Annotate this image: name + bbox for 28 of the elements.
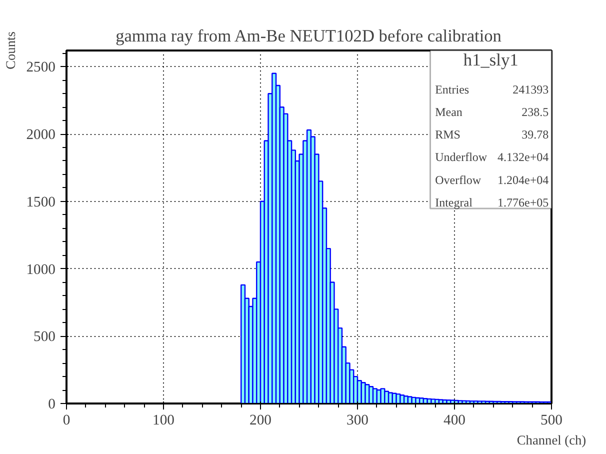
x-tick-label: 300 [346,412,368,428]
annotation: RMS [435,128,460,142]
annotation: 241393 [512,82,549,96]
y-tick-label: 1000 [26,262,56,278]
x-tick-label: 0 [62,412,70,428]
y-tick-label: 500 [34,329,56,346]
annotation: 39.78 [522,128,549,142]
annotation: Overflow [435,172,482,187]
x-tick-label: 100 [152,412,174,428]
x-tick-label: 500 [540,412,562,428]
x-tick-label: 400 [444,412,466,428]
annotation: 4.132e+04 [497,150,549,164]
annotation: 238.5 [522,104,549,119]
annotation: 1.776e+05 [497,195,549,210]
y-tick-label: 0 [48,396,56,412]
y-tick-label: 2000 [26,127,56,144]
annotation: Entries [435,82,470,96]
annotation: Integral [435,195,474,210]
x-tick-label: 200 [250,412,272,428]
y-tick-label: 1500 [26,194,56,210]
y-axis-title: Counts [3,32,18,70]
annotation: 1.204e+04 [497,172,549,187]
y-tick-label: 2500 [26,60,56,76]
chart-title: gamma ray from Am-Be NEUT102D before calibration [116,26,502,46]
annotation: h1_sly1 [463,50,518,70]
annotation: Underflow [435,150,488,164]
x-axis-title: Channel (ch) [516,432,586,448]
annotation: Mean [435,104,462,119]
